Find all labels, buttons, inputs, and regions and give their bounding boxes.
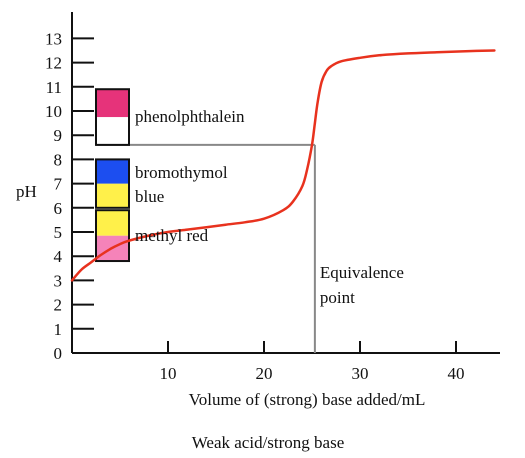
y-tick-label: 8 xyxy=(54,150,63,169)
indicator-frame xyxy=(95,209,130,263)
y-tick-label: 1 xyxy=(54,320,63,339)
y-axis-title: pH xyxy=(16,182,37,201)
indicator-label: methyl red xyxy=(135,226,209,245)
indicator-high-color xyxy=(96,210,129,236)
indicator-bars xyxy=(95,88,130,263)
indicator-label: bromothymol xyxy=(135,163,228,182)
indicator-high-color xyxy=(96,89,129,118)
y-tick-label: 4 xyxy=(54,247,63,266)
text-labels: pH Volume of (strong) base added/mL Weak a… xyxy=(16,107,425,452)
equivalence-point-label: Equivalence xyxy=(320,263,404,282)
y-tick-label: 9 xyxy=(54,126,63,145)
titration-curve xyxy=(70,49,496,282)
chart-caption: Weak acid/strong base xyxy=(192,433,345,452)
indicator-label: blue xyxy=(135,187,164,206)
equivalence-point-label: point xyxy=(320,288,355,307)
y-tick-label: 0 xyxy=(54,344,63,363)
y-tick-label: 2 xyxy=(54,296,63,315)
indicator-phenolphthalein xyxy=(95,88,130,146)
x-axis-title: Volume of (strong) base added/mL xyxy=(189,390,426,409)
indicator-low-color xyxy=(96,117,129,145)
y-tick-label: 6 xyxy=(54,199,63,218)
indicator-label: phenolphthalein xyxy=(135,107,245,126)
equivalence-guides xyxy=(96,143,316,353)
y-tick-label: 7 xyxy=(54,175,63,194)
indicator-frame xyxy=(95,88,130,146)
indicator-frame xyxy=(95,158,130,209)
series-layer xyxy=(70,49,496,282)
y-tick-label: 12 xyxy=(45,54,62,73)
x-tick-label: 10 xyxy=(160,364,177,383)
y-tick-label: 11 xyxy=(46,78,62,97)
y-tick-label: 10 xyxy=(45,102,62,121)
y-tick-label: 5 xyxy=(54,223,63,242)
indicator-low-color xyxy=(96,183,129,208)
x-tick-label: 40 xyxy=(448,364,465,383)
indicator-high-color xyxy=(96,159,129,184)
x-tick-label: 30 xyxy=(352,364,369,383)
y-tick-label: 13 xyxy=(45,29,62,48)
indicator-bromothymol-blue xyxy=(95,158,130,209)
x-tick-label: 20 xyxy=(256,364,273,383)
y-tick-label: 3 xyxy=(54,271,63,290)
